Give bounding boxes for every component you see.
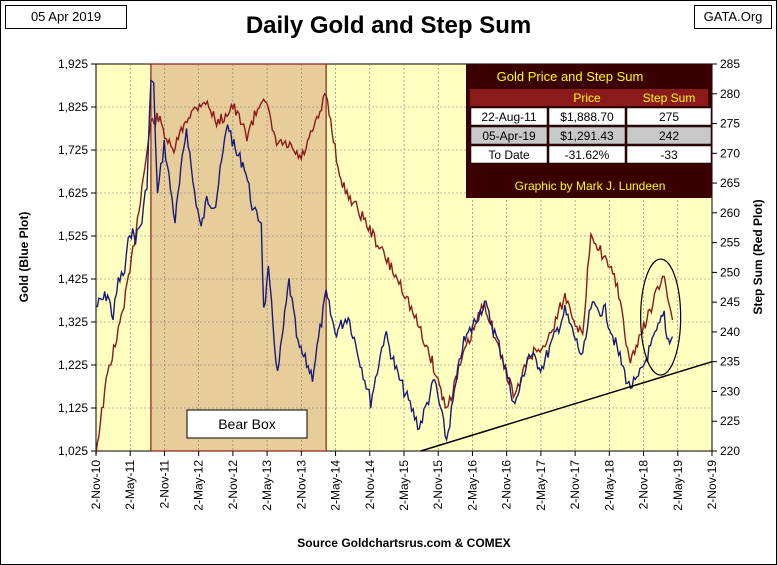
y-left-tick-label: 1,325 [58, 315, 88, 329]
x-tick-label: 2-Nov-14 [363, 460, 377, 510]
y-right-tick-label: 220 [720, 444, 740, 458]
y-left-tick-label: 1,425 [58, 272, 88, 286]
table-cell-bg [548, 145, 626, 164]
x-tick-label: 2-May-12 [192, 460, 206, 511]
table-cell-bg [470, 145, 548, 164]
y-left-tick-label: 1,525 [58, 229, 88, 243]
table-cell: To Date [488, 148, 530, 162]
y-right-tick-label: 235 [720, 355, 740, 369]
y-left-title: Gold (Blue Plot) [17, 212, 31, 303]
table-header-cell: Step Sum [643, 91, 696, 105]
chart-title: Daily Gold and Step Sum [245, 12, 532, 39]
x-tick-label: 2-Nov-12 [226, 460, 240, 510]
y-right-tick-label: 255 [720, 236, 740, 250]
table-cell-bg [626, 145, 712, 164]
x-tick-label: 2-Nov-17 [568, 460, 582, 510]
y-right-tick-label: 225 [720, 414, 740, 428]
x-tick-label: 2-Nov-19 [705, 460, 719, 510]
table-cell: $1,888.70 [560, 110, 614, 124]
x-tick-label: 2-May-17 [534, 460, 548, 511]
table-cell-bg [548, 107, 626, 126]
table-cell: 242 [659, 129, 679, 143]
table-footer: Graphic by Mark J. Lundeen [515, 179, 666, 193]
x-tick-label: 2-May-19 [671, 460, 685, 511]
highlight-ellipse [640, 258, 682, 376]
trendline [420, 360, 713, 452]
table-title: Gold Price and Step Sum [497, 69, 644, 84]
price-table: Gold Price and Step Sum Price Step Sum 22… [466, 64, 712, 198]
y-right-tick-label: 275 [720, 117, 740, 131]
y-left-tick-label: 1,825 [58, 100, 88, 114]
x-axis-title: Source Goldchartsrus.com & COMEX [297, 536, 510, 550]
y-left-tick-label: 1,925 [58, 57, 88, 71]
x-tick-label: 2-Nov-18 [637, 460, 651, 510]
table-cell-bg [626, 126, 712, 145]
bear-box-label-box [186, 409, 308, 439]
y-left-tick-label: 1,025 [58, 444, 88, 458]
table-cell-bg [470, 126, 548, 145]
table-cell-bg [470, 107, 548, 126]
y-right-ticks: 285 280 275 270 265 260 255 250 245 240 235 230 225 2… [712, 57, 740, 458]
y-left-tick-label: 1,225 [58, 358, 88, 372]
bear-box-label-group: Bear Box [186, 409, 308, 439]
table-cell-bg [548, 126, 626, 145]
x-tick-label: 2-Nov-16 [500, 460, 514, 510]
bear-box-label: Bear Box [218, 416, 276, 432]
y-right-tick-label: 270 [720, 146, 740, 160]
y-right-tick-label: 265 [720, 176, 740, 190]
y-right-tick-label: 245 [720, 295, 740, 309]
x-tick-label: 2-May-15 [397, 460, 411, 511]
table-cell: 275 [659, 110, 679, 124]
site-label: GATA.Org [694, 5, 772, 29]
table-cell-bg [626, 107, 712, 126]
table-cell: -33 [660, 148, 678, 162]
y-right-tick-label: 240 [720, 325, 740, 339]
x-tick-label: 2-Nov-13 [294, 460, 308, 510]
table-rows: 22-Aug-11 $1,888.70 275 05-Apr-19 $1,291.43 2… [470, 107, 712, 164]
x-tick-label: 2-May-14 [329, 460, 343, 511]
step-sum-line [95, 92, 674, 454]
y-right-title: Step Sum (Red Plot) [751, 199, 765, 314]
x-ticks: 2-Nov-10 2-May-11 2-Nov-11 2-May-12 2-Nov-12… [89, 451, 719, 511]
y-right-tick-label: 280 [720, 87, 740, 101]
y-right-tick-label: 260 [720, 206, 740, 220]
table-cell: 05-Apr-19 [482, 129, 536, 143]
x-tick-label: 2-May-11 [123, 460, 137, 510]
x-tick-label: 2-Nov-11 [157, 460, 171, 509]
table-header-cell: Price [573, 91, 601, 105]
y-right-tick-label: 230 [720, 384, 740, 398]
y-left-tick-label: 1,725 [58, 143, 88, 157]
bear-box [150, 63, 327, 452]
table-header-row [470, 89, 708, 106]
x-tick-label: 2-May-13 [260, 460, 274, 511]
y-right-tick-label: 285 [720, 57, 740, 71]
x-tick-label: 2-May-18 [602, 460, 616, 511]
gold-line [95, 79, 674, 442]
x-tick-label: 2-Nov-15 [431, 460, 445, 510]
date-label: 05 Apr 2019 [5, 5, 127, 29]
table-cell: $1,291.43 [560, 129, 614, 143]
x-tick-label: 2-Nov-10 [89, 460, 103, 510]
y-left-tick-label: 1,125 [58, 401, 88, 415]
table-header: Price Step Sum [470, 89, 708, 106]
table-cell: 22-Aug-11 [481, 110, 536, 124]
y-right-tick-label: 250 [720, 265, 740, 279]
table-cell: -31.62% [565, 148, 610, 162]
x-tick-label: 2-May-16 [465, 460, 479, 511]
y-left-tick-label: 1,625 [58, 186, 88, 200]
y-left-ticks: 1,925 1,825 1,725 1,625 1,525 1,425 1,325 1,225… [58, 57, 96, 458]
